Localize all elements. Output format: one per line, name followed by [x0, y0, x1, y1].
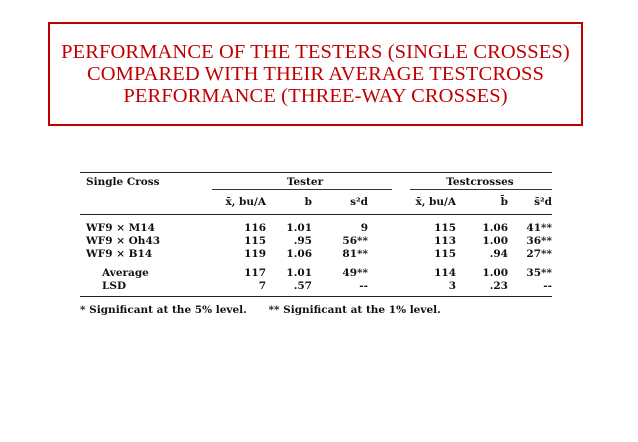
col-header-testcross-mean: x̄, bu/A — [415, 196, 456, 208]
table-top-rule — [80, 172, 552, 173]
title-line-2: COMPARED WITH THEIR AVERAGE TESTCROSS — [86, 63, 545, 85]
cell: 1.06 — [482, 222, 508, 234]
col-header-tester-mean: x̄, bu/A — [225, 196, 266, 208]
row-label: WF9 × M14 — [86, 222, 155, 234]
cell: 119 — [244, 248, 266, 260]
header-group-testcrosses: Testcrosses — [446, 176, 514, 188]
cell: 7 — [258, 280, 266, 292]
title-line-1: PERFORMANCE OF THE TESTERS (SINGLE CROSS… — [61, 41, 570, 63]
cell: 115 — [434, 222, 456, 234]
results-table: Single Cross Tester Testcrosses x̄, bu/A… — [80, 172, 560, 317]
cell: 1.01 — [286, 267, 312, 279]
cell: 113 — [434, 235, 456, 247]
slide-title-box: PERFORMANCE OF THE TESTERS (SINGLE CROSS… — [48, 22, 583, 126]
row-label: WF9 × B14 — [86, 248, 153, 260]
cell: 81** — [342, 248, 368, 260]
col-header-testcross-s2d: s̄²d — [534, 196, 552, 208]
tester-group-rule — [212, 189, 392, 190]
cell: 115 — [434, 248, 456, 260]
cell: 35** — [526, 267, 552, 279]
row-label: Average — [102, 267, 149, 279]
cell: 27** — [526, 248, 552, 260]
footnote-5-percent: * Significant at the 5% level. — [80, 304, 247, 316]
col-header-testcross-b: b̄ — [500, 196, 508, 208]
cell: .95 — [293, 235, 312, 247]
col-header-tester-b: b — [304, 196, 312, 208]
cell: .57 — [293, 280, 312, 292]
table-footnotes: * Significant at the 5% level. ** Signif… — [80, 304, 459, 316]
header-single-cross: Single Cross — [86, 176, 160, 188]
cell: 56** — [342, 235, 368, 247]
table-header-rule — [80, 214, 552, 215]
cell: 41** — [526, 222, 552, 234]
cell: 9 — [360, 222, 368, 234]
header-group-tester: Tester — [286, 176, 324, 188]
title-line-3: PERFORMANCE (THREE-WAY CROSSES) — [123, 85, 508, 107]
cell: 114 — [434, 267, 456, 279]
cell: 115 — [244, 235, 266, 247]
slide-title: PERFORMANCE OF THE TESTERS (SINGLE CROSS… — [61, 41, 570, 107]
cell: -- — [543, 280, 552, 292]
cell: 3 — [448, 280, 456, 292]
cell: 1.06 — [286, 248, 312, 260]
cell: 1.00 — [482, 235, 508, 247]
table-bottom-rule — [80, 296, 552, 297]
footnote-1-percent: ** Significant at the 1% level. — [268, 304, 441, 316]
testcrosses-group-rule — [410, 189, 552, 190]
cell: 1.01 — [286, 222, 312, 234]
cell: 49** — [342, 267, 368, 279]
row-label: LSD — [102, 280, 127, 292]
cell: .94 — [489, 248, 508, 260]
cell: 1.00 — [482, 267, 508, 279]
cell: .23 — [489, 280, 508, 292]
cell: 116 — [244, 222, 266, 234]
col-header-tester-s2d: s²d — [350, 196, 368, 208]
cell: 36** — [526, 235, 552, 247]
row-label: WF9 × Oh43 — [86, 235, 161, 247]
cell: 117 — [244, 267, 266, 279]
cell: -- — [359, 280, 368, 292]
